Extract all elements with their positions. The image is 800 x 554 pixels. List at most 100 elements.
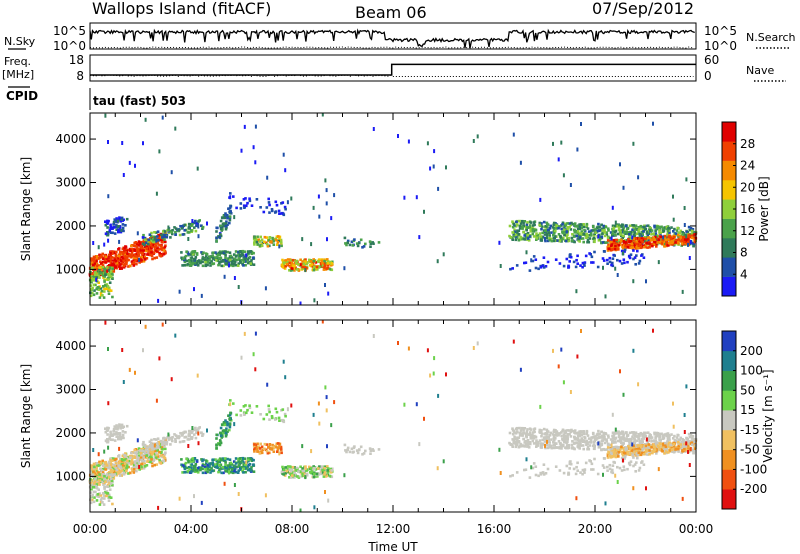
velocity-cell [676,433,679,437]
power-cell [227,260,231,264]
velocity-cell [103,461,107,464]
power-cell [326,258,329,261]
power-cell [282,261,286,264]
power-cell [635,254,638,257]
power-speckle [437,186,440,191]
power-cell [585,236,588,239]
power-cell [93,266,96,270]
velocity-cell [619,437,622,440]
velocity-cell [244,470,247,474]
power-cell [652,232,655,236]
power-cell [626,232,630,236]
velocity-cell [518,426,521,430]
power-cell [170,230,173,234]
power-cell [258,240,262,243]
velocity-cell [532,442,536,445]
velocity-cell [121,463,125,467]
power-cell [246,201,249,205]
velocity-cell [289,476,293,479]
velocity-cell [107,462,111,465]
power-cell [91,277,94,281]
power-cell [637,262,641,265]
power-cell [115,250,118,254]
power-cell [112,221,116,224]
power-cell [564,239,568,243]
power-cell [653,224,656,228]
velocity-cell [150,458,153,461]
velocity-cell [274,407,278,411]
power-cell [597,239,601,242]
power-cell [667,238,670,241]
velocity-cell [290,466,293,469]
power-cell [106,276,110,280]
power-cell [518,224,522,228]
velocity-cell [145,456,148,460]
power-cell [552,221,556,225]
velocity-cell [106,492,110,495]
velocity-cell [328,474,332,478]
power-cell [632,237,635,240]
power-cell [527,239,531,242]
power-cell [575,234,578,238]
power-speckle [107,140,109,144]
velocity-cell [638,441,642,444]
power-speckle [321,112,324,117]
power-cell [688,228,692,232]
velocity-cell [117,461,121,465]
power-speckle [544,236,546,241]
velocity-cell [104,462,108,466]
power-cell [618,243,622,247]
velocity-cell [511,438,514,441]
power-speckle [397,134,399,138]
velocity-cell [96,464,99,468]
power-cell [143,243,146,247]
velocity-cell [554,437,557,440]
velocity-cell [103,497,106,500]
power-cell [90,274,93,278]
power-cell [236,258,239,261]
power-cell [561,221,565,225]
power-cell [221,222,225,226]
velocity-cell [247,458,250,462]
velocity-cell [112,477,116,480]
power-speckle [196,166,199,171]
power-cell [669,236,673,240]
power-cell [601,232,605,235]
power-cell [624,224,628,228]
velocity-cell [89,495,93,498]
velocity-cell [120,425,124,428]
velocity-cell [514,442,518,445]
power-cell [271,209,274,213]
power-cell [97,274,100,278]
velocity-cell [572,441,576,445]
velocity-cell [99,461,103,465]
power-cell [278,235,282,239]
velocity-cell [185,457,188,461]
velocity-cell [599,436,603,439]
power-cell [135,259,139,263]
power-cell [145,247,148,250]
velocity-cell [212,469,216,472]
power-cell [250,204,254,207]
velocity-cell [564,446,568,450]
velocity-cell [109,461,112,464]
velocity-cell [153,450,157,453]
power-cell [246,261,250,265]
power-cell [515,223,519,226]
velocity-cell [554,442,557,445]
velocity-cell [312,466,316,470]
power-cell [256,235,259,239]
power-cell [201,257,204,261]
power-cell [629,253,633,256]
power-cell [323,266,326,269]
power-cell [128,247,132,251]
power-cell [110,272,114,276]
power-speckle [407,139,410,144]
power-cell [611,229,615,233]
colorbar-swatch [722,257,736,277]
power-cell [581,261,585,265]
power-cell [115,266,118,270]
velocity-cell [577,444,580,448]
power-cell [113,258,116,261]
velocity-cell [104,430,108,434]
